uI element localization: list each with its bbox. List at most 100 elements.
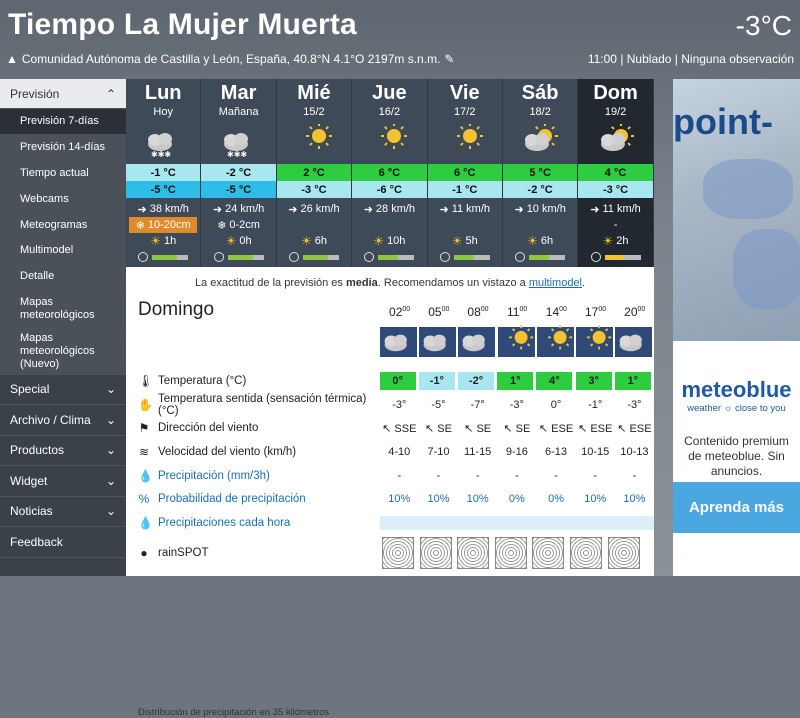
sidebar-sub-mapas[interactable]: Mapas meteorológicos — [0, 289, 126, 329]
precip-prob-cell: 0% — [548, 493, 564, 506]
sidebar-sub-webcams[interactable]: Webcams — [0, 186, 126, 213]
sidebar-sub-mapas-nuevo[interactable]: Mapas meteorológicos (Nuevo) — [0, 328, 126, 375]
sidebar-label: Feedback — [10, 534, 63, 549]
sidebar-label: Archivo / Clima — [10, 412, 91, 427]
sidebar-item-prevision[interactable]: Previsión ⌃ — [0, 79, 126, 109]
day-tabs: Lun Hoy ✱✱✱ -1 °C -5 °C ➜ 38 km/h ❄ 10-20cm ☀ 1h Ma… — [126, 79, 654, 267]
forecast-main: Lun Hoy ✱✱✱ -1 °C -5 °C ➜ 38 km/h ❄ 10-20cm ☀ 1h Ma… — [126, 79, 654, 718]
wind-speed-cell: 4-10 — [388, 445, 411, 458]
multimodel-link[interactable]: multimodel — [528, 277, 582, 289]
precip-prob-cell: 10% — [466, 493, 489, 506]
rainspot-grid[interactable] — [494, 536, 527, 569]
sun-value: 6h — [314, 235, 327, 247]
hour-label: 0200 — [389, 305, 411, 319]
wind-info: ➜ 11 km/h — [428, 201, 502, 217]
learn-more-button[interactable]: Aprenda más — [673, 482, 800, 533]
temp-cell: 0° — [379, 371, 416, 390]
weather-icon: ✱✱✱ — [201, 118, 275, 164]
temp-min: -3 °C — [276, 181, 352, 198]
sun-icon: ☀ — [373, 234, 385, 248]
wind-info: ➜ 28 km/h — [352, 201, 426, 217]
page-title: Tiempo La Mujer Muerta — [8, 8, 357, 41]
temp-cell: 1° — [614, 371, 651, 390]
sun-value: 0h — [239, 235, 252, 247]
sidebar-sub-7dias[interactable]: Previsión 7-días — [0, 109, 126, 135]
day-tab-0[interactable]: Lun Hoy ✱✱✱ -1 °C -5 °C ➜ 38 km/h ❄ 10-20cm ☀ 1h — [126, 79, 202, 267]
edit-icon[interactable]: ✎ — [444, 52, 455, 66]
sidebar-sub-multimodel[interactable]: Multimodel — [0, 237, 126, 264]
feels-cell: -7° — [470, 398, 485, 411]
predictability-bar — [604, 254, 641, 260]
hour-weather-icon — [458, 327, 496, 357]
sidebar-sub-tiempo-actual[interactable]: Tiempo actual — [0, 160, 126, 187]
meteoblue-tagline: weather ☼ close to you — [687, 403, 786, 414]
rainspot-grid[interactable] — [569, 536, 602, 569]
ad-brand-top: point- — [673, 101, 773, 142]
temp-max: -1 °C — [126, 164, 201, 181]
precip-hour-block — [575, 515, 615, 530]
sidebar-item-widget[interactable]: Widget ⌄ — [0, 466, 126, 497]
day-date: Hoy — [153, 106, 173, 118]
rainspot-grid[interactable] — [382, 536, 414, 569]
percent-droplet-icon: % — [138, 492, 150, 507]
snow-amount: - — [613, 219, 618, 231]
row-label: Precipitación (mm/3h) — [158, 469, 270, 482]
day-tab-2[interactable]: Mié 15/2 2 °C -3 °C ➜ 26 km/h ☀ 6h — [276, 79, 353, 267]
sidebar-sub-detalle[interactable]: Detalle — [0, 263, 126, 290]
wind-arrow-icon: ↖ — [424, 422, 438, 435]
wind-info: ➜ 38 km/h — [126, 201, 200, 217]
day-tab-4[interactable]: Vie 17/2 6 °C -1 °C ➜ 11 km/h ☀ 5h — [427, 79, 503, 267]
sidebar-item-archivo[interactable]: Archivo / Clima ⌄ — [0, 405, 126, 436]
hour-minutes: 00 — [637, 306, 646, 313]
wind-dir-cell: ↖ SE — [497, 422, 536, 435]
rainspot-grid[interactable] — [607, 536, 640, 569]
temp-min: -2 °C — [502, 181, 578, 198]
snow-amount: 10-20cm — [147, 219, 191, 231]
weather-icon — [503, 118, 577, 164]
sun-icon: ☀ — [602, 234, 614, 248]
sun-value: 6h — [540, 235, 554, 247]
target-icon — [515, 252, 526, 262]
wind-arrow-icon: ↖ — [578, 422, 591, 435]
temp-cell: 1° — [497, 371, 534, 390]
advertisement[interactable]: point- meteoblue weather ☼ close to you … — [673, 79, 800, 576]
sidebar-item-noticias[interactable]: Noticias ⌄ — [0, 497, 126, 528]
precip-hour-block — [418, 515, 459, 530]
day-tab-1[interactable]: Mar Mañana ✱✱✱ -2 °C -5 °C ➜ 24 km/h ❄ 0-2cm ☀ 0h — [201, 79, 277, 267]
wind-dir-cell: ↖ SE — [419, 422, 458, 435]
sidebar-sub-14dias[interactable]: Previsión 14-días — [0, 134, 126, 161]
wind-dir-cell: ↖ ESE — [615, 422, 654, 435]
rainspot-grid[interactable] — [419, 536, 452, 569]
wind-speed-cell: 10-15 — [581, 445, 610, 458]
sidebar-sub-meteogramas[interactable]: Meteogramas — [0, 212, 126, 238]
temp-min: -5 °C — [201, 181, 276, 198]
snow-info — [428, 217, 502, 233]
rainspot-grid[interactable] — [532, 536, 565, 569]
predictability — [578, 249, 652, 265]
sidebar-item-feedback[interactable]: Feedback — [0, 527, 126, 558]
day-tab-5[interactable]: Sáb 18/2 5 °C -2 °C ➜ 10 km/h ☀ 6h — [502, 79, 579, 267]
sun-value: 5h — [465, 235, 478, 247]
temp-min: -6 °C — [352, 181, 427, 198]
day-tab-6[interactable]: Dom 19/2 4 °C -3 °C ➜ 11 km/h - ☀ 2h — [578, 79, 654, 267]
feels-cell: -1° — [588, 398, 603, 411]
predictability-fill — [227, 254, 253, 260]
sidebar-item-special[interactable]: Special ⌄ — [0, 375, 126, 406]
hourly-day-title: Domingo — [138, 299, 215, 320]
windsock-icon: ⚑ — [138, 421, 150, 436]
wind-arrow-icon: ↖ — [538, 422, 552, 435]
rainspot-grid[interactable] — [457, 536, 490, 569]
predictability-bar — [227, 254, 264, 260]
location-text: Comunidad Autónoma de Castilla y León, E… — [21, 52, 441, 66]
hour-label: 0800 — [467, 305, 489, 319]
wind-speed: 38 km/h — [149, 203, 189, 215]
precip-cell: - — [515, 469, 519, 482]
sidebar: Previsión ⌃ Previsión 7-días Previsión 1… — [0, 79, 126, 576]
day-tab-3[interactable]: Jue 16/2 6 °C -6 °C ➜ 28 km/h ☀ 10h — [352, 79, 428, 267]
row-label: Precipitaciones cada hora — [158, 516, 291, 529]
precip-prob-cell: 10% — [584, 493, 607, 506]
chevron-down-icon: ⌄ — [105, 382, 116, 397]
predictability — [503, 249, 577, 265]
sidebar-item-productos[interactable]: Productos ⌄ — [0, 436, 126, 467]
sun-hours: ☀ 10h — [352, 233, 426, 249]
